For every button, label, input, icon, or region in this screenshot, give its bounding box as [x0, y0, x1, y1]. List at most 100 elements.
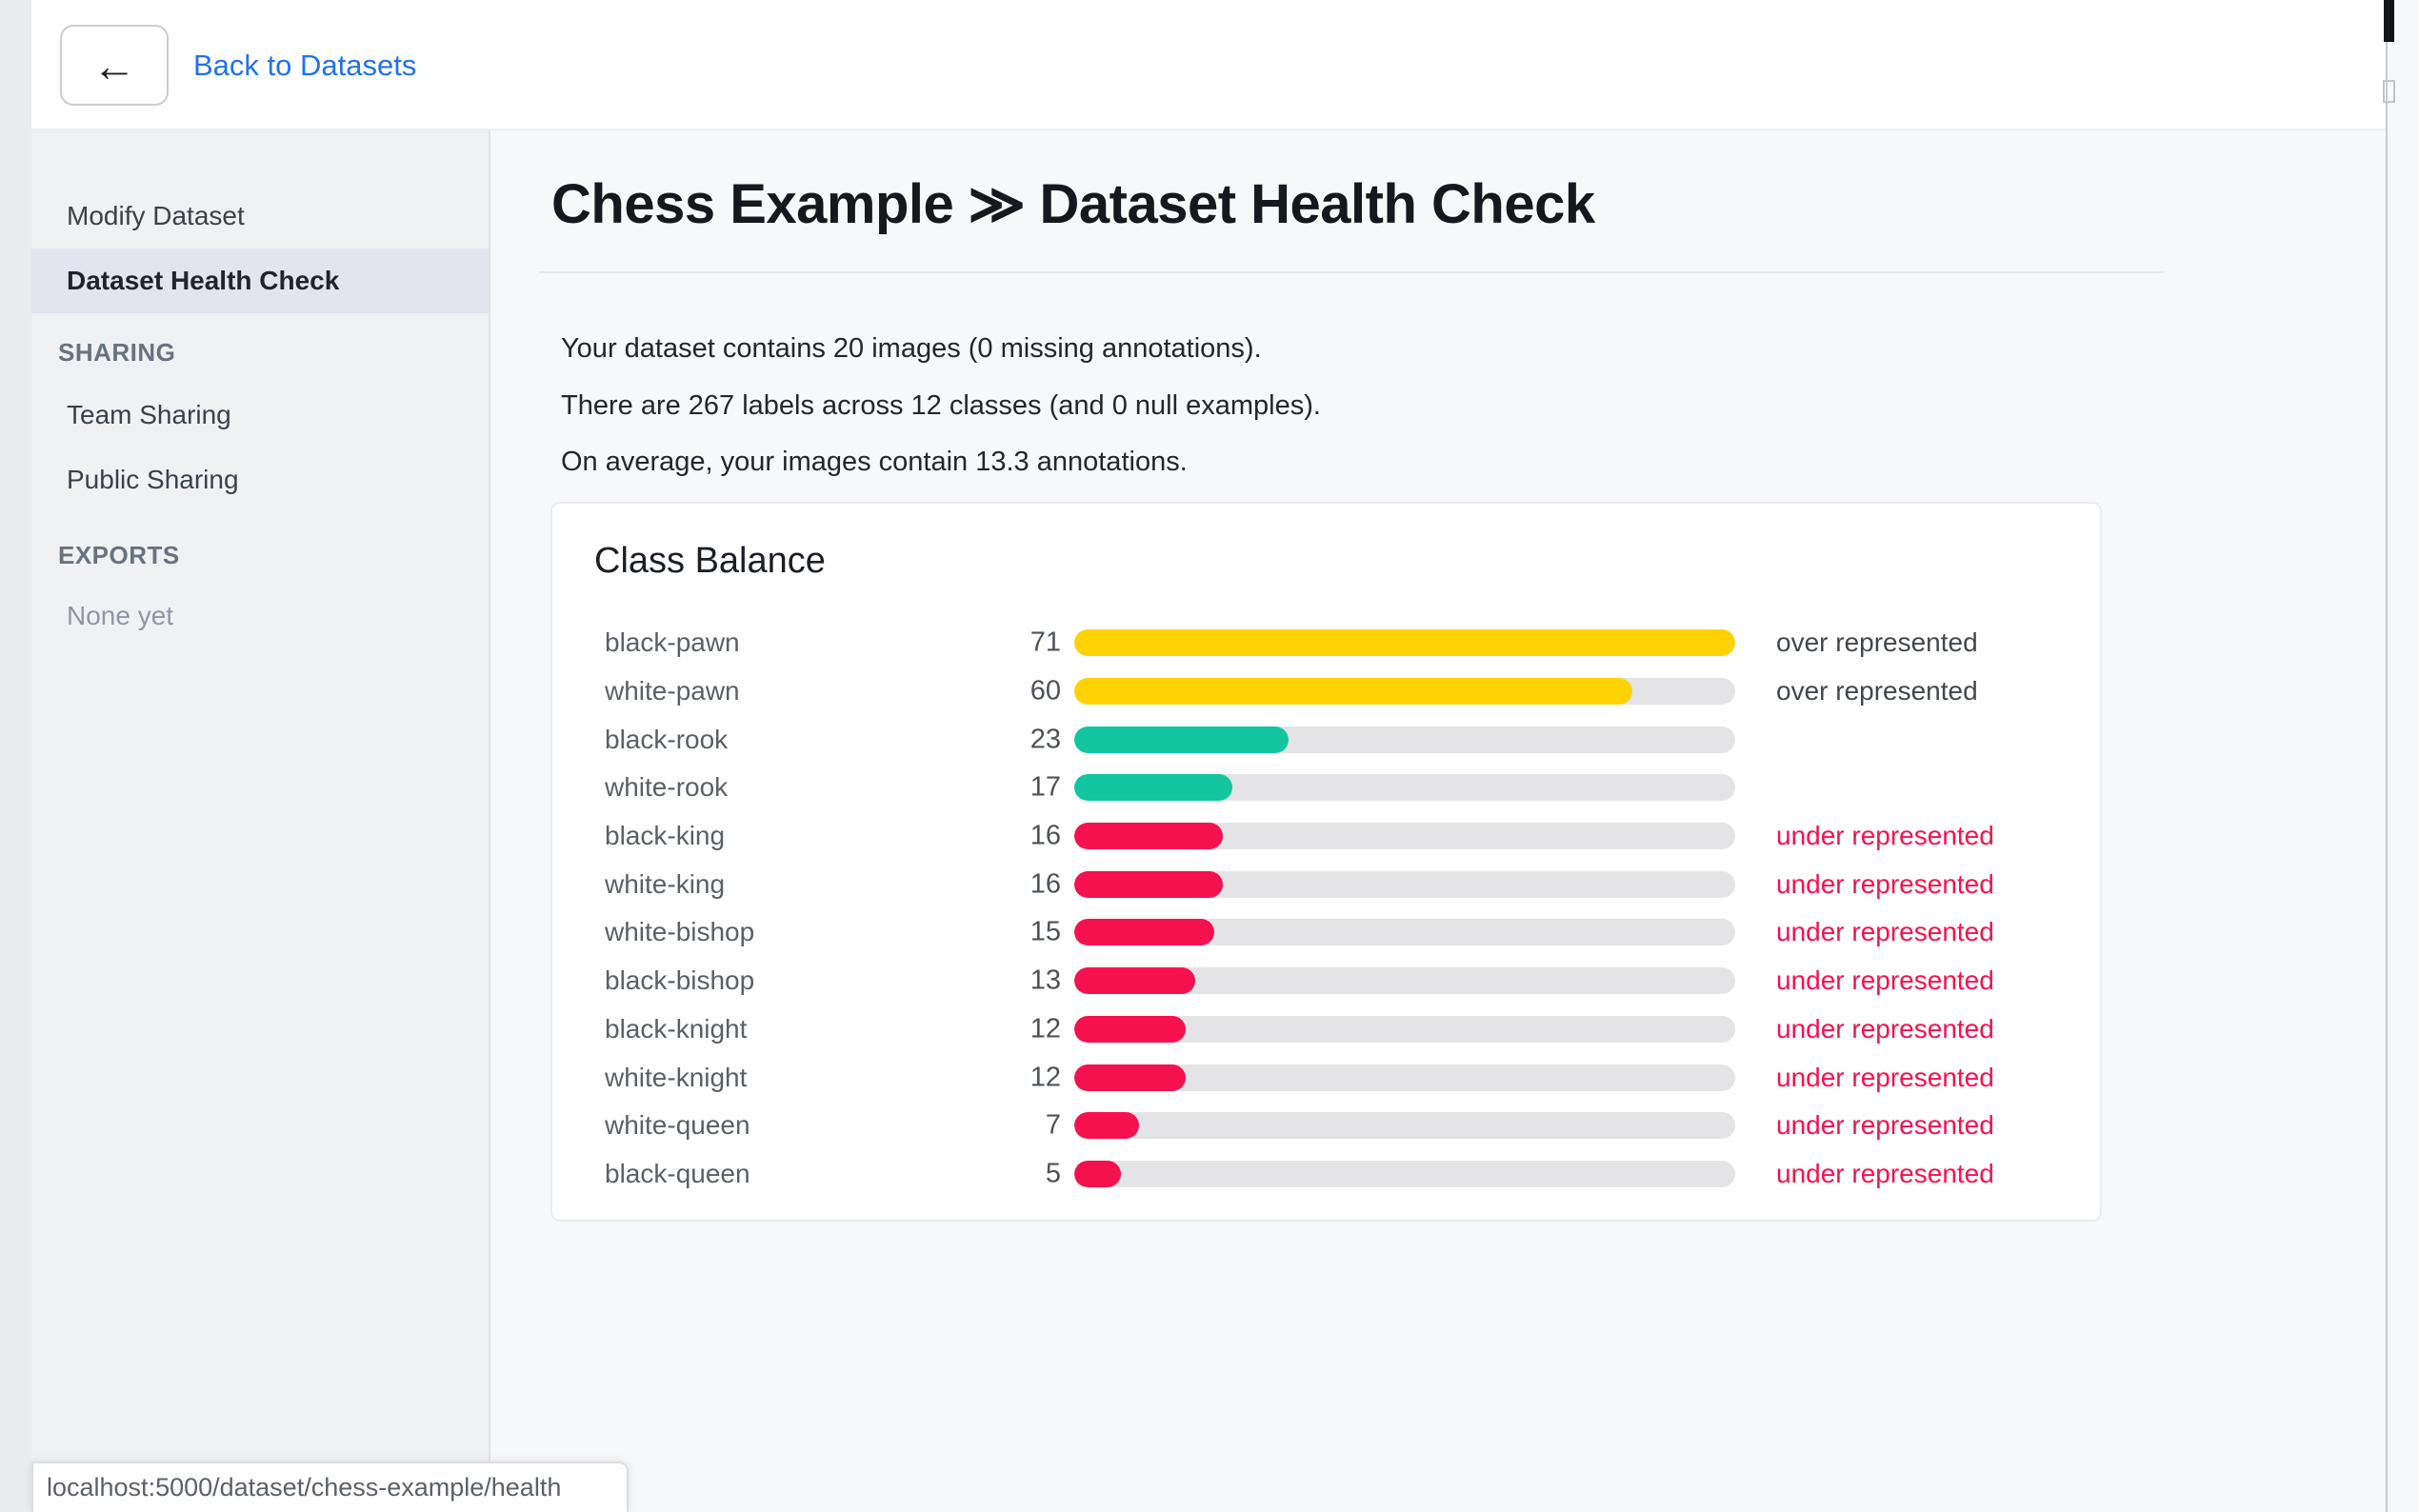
class-balance-row: white-bishop 15 under represented — [552, 908, 2100, 957]
sidebar-section-sharing: SHARING — [58, 337, 176, 367]
scrollbar-marker — [2383, 80, 2395, 103]
class-balance-bar-track — [1074, 774, 1735, 802]
class-label: white-bishop — [605, 917, 755, 947]
class-balance-bar-track — [1074, 726, 1735, 753]
class-balance-bar-track — [1074, 678, 1735, 706]
sidebar-item-dataset-health-check[interactable]: Dataset Health Check — [31, 249, 489, 313]
class-balance-bar-fill — [1074, 678, 1633, 706]
sidebar-item-modify-dataset[interactable]: Modify Dataset — [67, 201, 245, 230]
class-balance-status: over represented — [1776, 627, 1978, 658]
class-balance-row: white-knight 12 under represented — [552, 1053, 2100, 1102]
page-name: Dataset Health Check — [1039, 173, 1596, 235]
class-balance-status: under represented — [1776, 1013, 1994, 1044]
back-button[interactable]: ← — [60, 25, 169, 106]
class-count: 16 — [1030, 820, 1061, 851]
class-balance-bar-fill — [1074, 870, 1224, 898]
status-url-text: localhost:5000/dataset/chess-example/hea… — [47, 1473, 562, 1502]
class-label: white-queen — [605, 1110, 750, 1141]
status-url-tooltip: localhost:5000/dataset/chess-example/hea… — [31, 1462, 629, 1512]
class-balance-bar-track — [1074, 1160, 1735, 1187]
class-balance-row: black-queen 5 under represented — [552, 1150, 2100, 1199]
class-balance-bar-track — [1074, 1112, 1735, 1140]
class-balance-status: over represented — [1776, 676, 1978, 706]
class-balance-row: white-pawn 60 over represented — [552, 667, 2100, 716]
class-balance-bar-track — [1074, 870, 1735, 898]
main-content: Chess Example ≫ Dataset Health Check Your … — [490, 130, 2386, 1512]
class-label: black-queen — [605, 1158, 750, 1188]
class-count: 71 — [1030, 627, 1061, 658]
class-balance-bar-fill — [1074, 1064, 1187, 1091]
class-balance-bar-fill — [1074, 1160, 1121, 1187]
sidebar: Modify Dataset Dataset Health Check SHAR… — [31, 130, 490, 1512]
class-balance-row: white-queen 7 under represented — [552, 1102, 2100, 1150]
class-label: black-king — [605, 821, 726, 851]
left-gutter — [0, 0, 31, 1512]
back-to-datasets-link[interactable]: Back to Datasets — [193, 48, 417, 82]
class-count: 17 — [1030, 771, 1061, 803]
sidebar-section-exports: EXPORTS — [58, 540, 180, 569]
class-balance-row: white-rook 17 — [552, 764, 2100, 812]
class-count: 5 — [1045, 1158, 1061, 1189]
class-count: 12 — [1030, 1013, 1061, 1044]
class-balance-bar-track — [1074, 1064, 1735, 1091]
dataset-summary: Your dataset contains 20 images (0 missi… — [561, 321, 1321, 491]
summary-line-labels: There are 267 labels across 12 classes (… — [561, 389, 1321, 421]
class-balance-bar-fill — [1074, 823, 1224, 850]
class-balance-row: black-pawn 71 over represented — [552, 619, 2100, 667]
page-title: Chess Example ≫ Dataset Health Check — [551, 171, 1595, 236]
class-balance-card: Class Balance black-pawn 71 over represent… — [550, 502, 2102, 1222]
class-balance-status: under represented — [1776, 1158, 1994, 1188]
top-bar: ← Back to Datasets — [31, 0, 2386, 130]
back-arrow-icon: ← — [92, 40, 136, 90]
class-balance-status: under represented — [1776, 917, 1994, 947]
class-balance-bar-fill — [1074, 1015, 1187, 1043]
class-balance-bar-track — [1074, 1015, 1735, 1043]
class-balance-row: black-knight 12 under represented — [552, 1005, 2100, 1054]
scrollbar-thumb[interactable] — [2384, 0, 2394, 42]
class-count: 15 — [1030, 916, 1061, 947]
title-divider — [539, 271, 2164, 273]
class-label: white-king — [605, 868, 726, 899]
class-balance-row: black-bishop 13 under represented — [552, 957, 2100, 1005]
class-label: black-bishop — [605, 965, 755, 996]
sidebar-item-team-sharing[interactable]: Team Sharing — [67, 400, 231, 429]
class-balance-bar-fill — [1074, 726, 1289, 753]
class-balance-status: under represented — [1776, 868, 1994, 899]
class-balance-row: white-king 16 under represented — [552, 860, 2100, 908]
class-balance-bar-track — [1074, 629, 1735, 657]
class-count: 13 — [1030, 965, 1061, 996]
class-balance-bar-track — [1074, 823, 1735, 850]
class-balance-status: under represented — [1776, 1110, 1994, 1141]
class-balance-rows: black-pawn 71 over represented white-pawn 60… — [552, 619, 2100, 1198]
class-balance-bar-fill — [1074, 967, 1196, 995]
class-label: white-rook — [605, 772, 729, 803]
class-balance-status: under represented — [1776, 821, 1994, 851]
class-balance-row: black-king 16 under represented — [552, 812, 2100, 861]
sidebar-item-none-yet: None yet — [67, 601, 174, 630]
breadcrumb-separator-icon: ≫ — [968, 173, 1026, 235]
class-balance-bar-fill — [1074, 919, 1214, 946]
class-label: black-pawn — [605, 627, 740, 658]
project-name: Chess Example — [551, 173, 954, 235]
class-balance-row: black-rook 23 — [552, 715, 2100, 764]
sidebar-item-public-sharing[interactable]: Public Sharing — [67, 465, 239, 494]
class-balance-bar-fill — [1074, 1112, 1140, 1140]
class-count: 7 — [1045, 1109, 1061, 1141]
class-label: black-knight — [605, 1013, 748, 1044]
class-count: 16 — [1030, 868, 1061, 900]
class-balance-title: Class Balance — [594, 541, 826, 581]
class-balance-status: under represented — [1776, 965, 1994, 996]
class-balance-bar-track — [1074, 967, 1735, 995]
scrollbar-track[interactable] — [2386, 0, 2419, 1512]
class-label: white-knight — [605, 1062, 748, 1092]
class-label: white-pawn — [605, 676, 740, 706]
summary-line-images: Your dataset contains 20 images (0 missi… — [561, 333, 1262, 364]
class-balance-status: under represented — [1776, 1062, 1994, 1092]
class-label: black-rook — [605, 724, 729, 754]
summary-line-annotations: On average, your images contain 13.3 ann… — [561, 447, 1188, 477]
class-count: 23 — [1030, 724, 1061, 755]
class-count: 60 — [1030, 675, 1061, 706]
class-balance-bar-track — [1074, 919, 1735, 946]
class-balance-bar-fill — [1074, 774, 1233, 802]
